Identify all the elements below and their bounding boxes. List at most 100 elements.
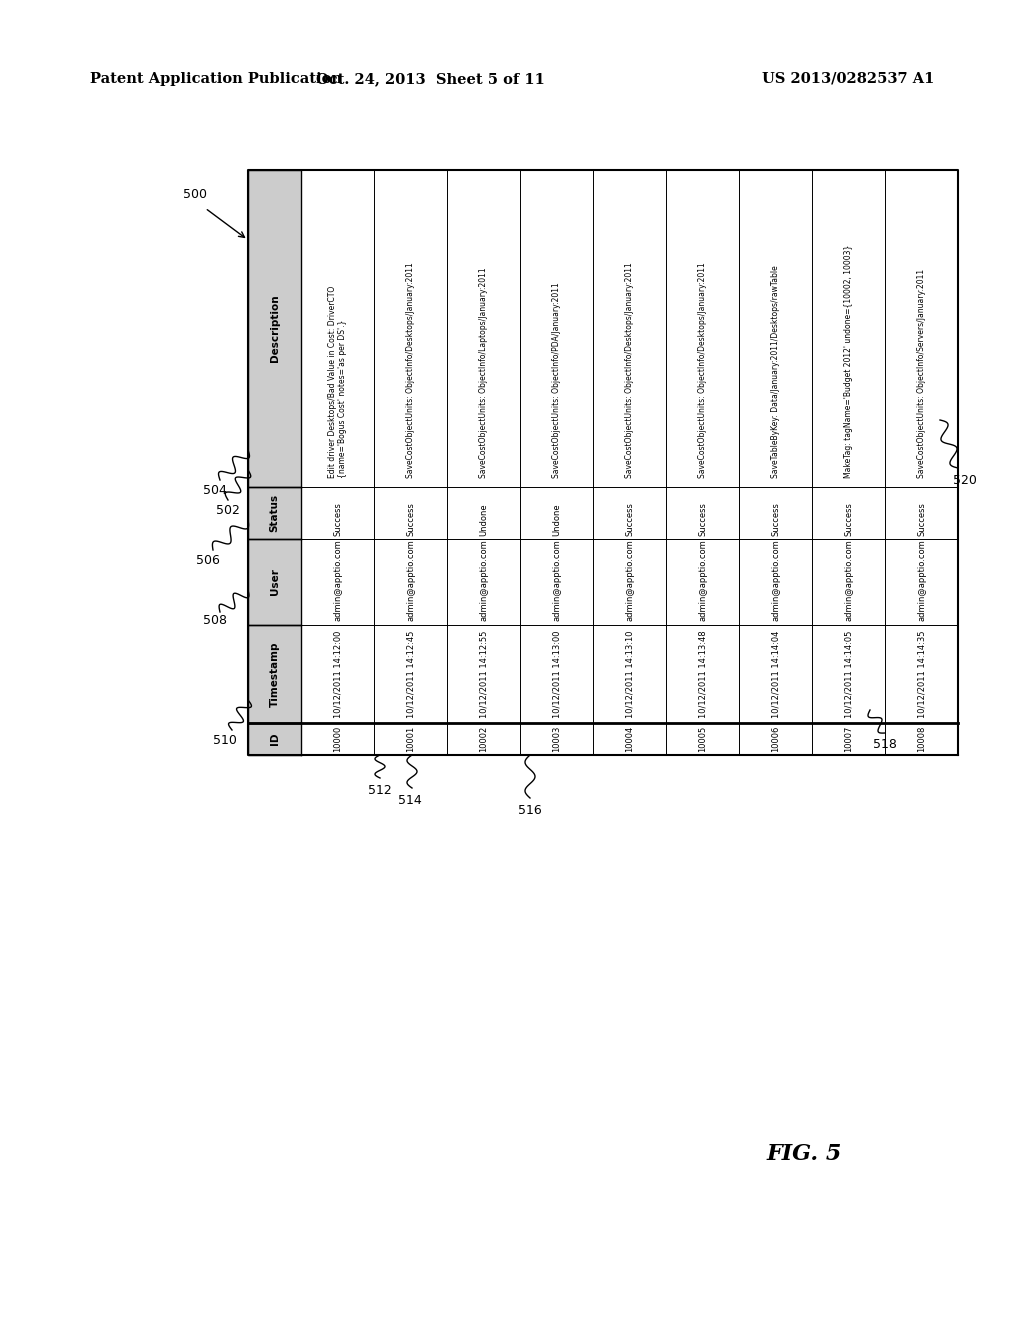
Text: admin@apptio.com: admin@apptio.com: [771, 539, 780, 620]
Polygon shape: [739, 170, 812, 487]
Text: 10002: 10002: [479, 726, 488, 752]
Text: 10007: 10007: [844, 726, 853, 752]
Text: 516: 516: [518, 804, 542, 817]
Polygon shape: [666, 723, 739, 755]
Text: 506: 506: [196, 553, 220, 566]
Polygon shape: [739, 487, 812, 539]
Text: Undone: Undone: [552, 503, 561, 536]
Text: SaveCostObjectUnits: ObjectInfo/Desktops/January:2011: SaveCostObjectUnits: ObjectInfo/Desktops…: [407, 261, 415, 478]
Text: admin@apptio.com: admin@apptio.com: [918, 539, 926, 620]
Text: 520: 520: [953, 474, 977, 487]
Polygon shape: [301, 539, 374, 626]
Text: MakeTag: tagName='Budget 2012' undone={10002, 10003}: MakeTag: tagName='Budget 2012' undone={1…: [844, 244, 853, 478]
Polygon shape: [520, 539, 593, 626]
Text: 518: 518: [873, 738, 897, 751]
Polygon shape: [374, 170, 447, 487]
Text: ID: ID: [269, 733, 280, 746]
Text: admin@apptio.com: admin@apptio.com: [844, 539, 853, 620]
Polygon shape: [666, 487, 739, 539]
Polygon shape: [885, 539, 958, 626]
Polygon shape: [593, 626, 666, 723]
Text: FIG. 5: FIG. 5: [766, 1143, 842, 1166]
Polygon shape: [593, 539, 666, 626]
Polygon shape: [666, 539, 739, 626]
Polygon shape: [739, 539, 812, 626]
Text: admin@apptio.com: admin@apptio.com: [479, 539, 488, 620]
Text: admin@apptio.com: admin@apptio.com: [625, 539, 634, 620]
Text: 502: 502: [216, 503, 240, 516]
Text: 10/12/2011 14:14:05: 10/12/2011 14:14:05: [844, 631, 853, 718]
Polygon shape: [301, 487, 374, 539]
Polygon shape: [301, 723, 374, 755]
Text: 10001: 10001: [407, 726, 415, 752]
Polygon shape: [248, 487, 301, 539]
Text: 10/12/2011 14:13:48: 10/12/2011 14:13:48: [698, 631, 708, 718]
Polygon shape: [447, 626, 520, 723]
Text: Success: Success: [844, 502, 853, 536]
Text: 10/12/2011 14:12:00: 10/12/2011 14:12:00: [333, 631, 342, 718]
Polygon shape: [248, 170, 301, 487]
Text: 10008: 10008: [918, 726, 926, 752]
Polygon shape: [374, 539, 447, 626]
Polygon shape: [812, 487, 885, 539]
Polygon shape: [739, 626, 812, 723]
Text: 10003: 10003: [552, 726, 561, 752]
Text: 10/12/2011 14:14:35: 10/12/2011 14:14:35: [918, 631, 926, 718]
Text: 504: 504: [203, 483, 227, 496]
Polygon shape: [447, 170, 520, 487]
Text: 10/12/2011 14:12:45: 10/12/2011 14:12:45: [407, 631, 415, 718]
Text: Success: Success: [698, 502, 708, 536]
Text: Undone: Undone: [479, 503, 488, 536]
Text: admin@apptio.com: admin@apptio.com: [698, 539, 708, 620]
Text: SaveCostObjectUnits: ObjectInfo/Desktops/January:2011: SaveCostObjectUnits: ObjectInfo/Desktops…: [625, 261, 634, 478]
Polygon shape: [374, 626, 447, 723]
Text: 10000: 10000: [333, 726, 342, 752]
Text: 514: 514: [398, 793, 422, 807]
Text: 500: 500: [183, 189, 207, 202]
Polygon shape: [520, 626, 593, 723]
Text: 512: 512: [368, 784, 392, 796]
Polygon shape: [885, 170, 958, 487]
Text: admin@apptio.com: admin@apptio.com: [552, 539, 561, 620]
Text: US 2013/0282537 A1: US 2013/0282537 A1: [762, 73, 934, 86]
Text: SaveCostObjectUnits: ObjectInfo/PDA/January:2011: SaveCostObjectUnits: ObjectInfo/PDA/Janu…: [552, 281, 561, 478]
Text: 10/12/2011 14:13:00: 10/12/2011 14:13:00: [552, 631, 561, 718]
Text: Oct. 24, 2013  Sheet 5 of 11: Oct. 24, 2013 Sheet 5 of 11: [315, 73, 545, 86]
Text: 10/12/2011 14:12:55: 10/12/2011 14:12:55: [479, 631, 488, 718]
Text: Patent Application Publication: Patent Application Publication: [90, 73, 342, 86]
Text: 508: 508: [203, 614, 227, 627]
Text: 10/12/2011 14:13:10: 10/12/2011 14:13:10: [625, 631, 634, 718]
Polygon shape: [812, 723, 885, 755]
Text: admin@apptio.com: admin@apptio.com: [407, 539, 415, 620]
Polygon shape: [447, 487, 520, 539]
Polygon shape: [739, 723, 812, 755]
Text: 510: 510: [213, 734, 237, 747]
Text: Success: Success: [771, 502, 780, 536]
Polygon shape: [520, 170, 593, 487]
Polygon shape: [301, 626, 374, 723]
Text: SaveCostObjectUnits: ObjectInfo/Servers/January:2011: SaveCostObjectUnits: ObjectInfo/Servers/…: [918, 268, 926, 478]
Polygon shape: [593, 487, 666, 539]
Polygon shape: [812, 626, 885, 723]
Text: 10/12/2011 14:14:04: 10/12/2011 14:14:04: [771, 631, 780, 718]
Text: SaveCostObjectUnits: ObjectInfo/Laptops/January:2011: SaveCostObjectUnits: ObjectInfo/Laptops/…: [479, 267, 488, 478]
Polygon shape: [374, 723, 447, 755]
Text: Description: Description: [269, 294, 280, 363]
Text: Status: Status: [269, 494, 280, 532]
Polygon shape: [520, 487, 593, 539]
Text: 10005: 10005: [698, 726, 708, 752]
Polygon shape: [374, 487, 447, 539]
Polygon shape: [447, 723, 520, 755]
Text: admin@apptio.com: admin@apptio.com: [333, 539, 342, 620]
Text: Success: Success: [625, 502, 634, 536]
Polygon shape: [447, 539, 520, 626]
Polygon shape: [885, 626, 958, 723]
Polygon shape: [248, 539, 301, 626]
Polygon shape: [666, 170, 739, 487]
Polygon shape: [520, 723, 593, 755]
Polygon shape: [885, 487, 958, 539]
Text: Success: Success: [407, 502, 415, 536]
Polygon shape: [812, 170, 885, 487]
Text: Success: Success: [918, 502, 926, 536]
Polygon shape: [593, 170, 666, 487]
